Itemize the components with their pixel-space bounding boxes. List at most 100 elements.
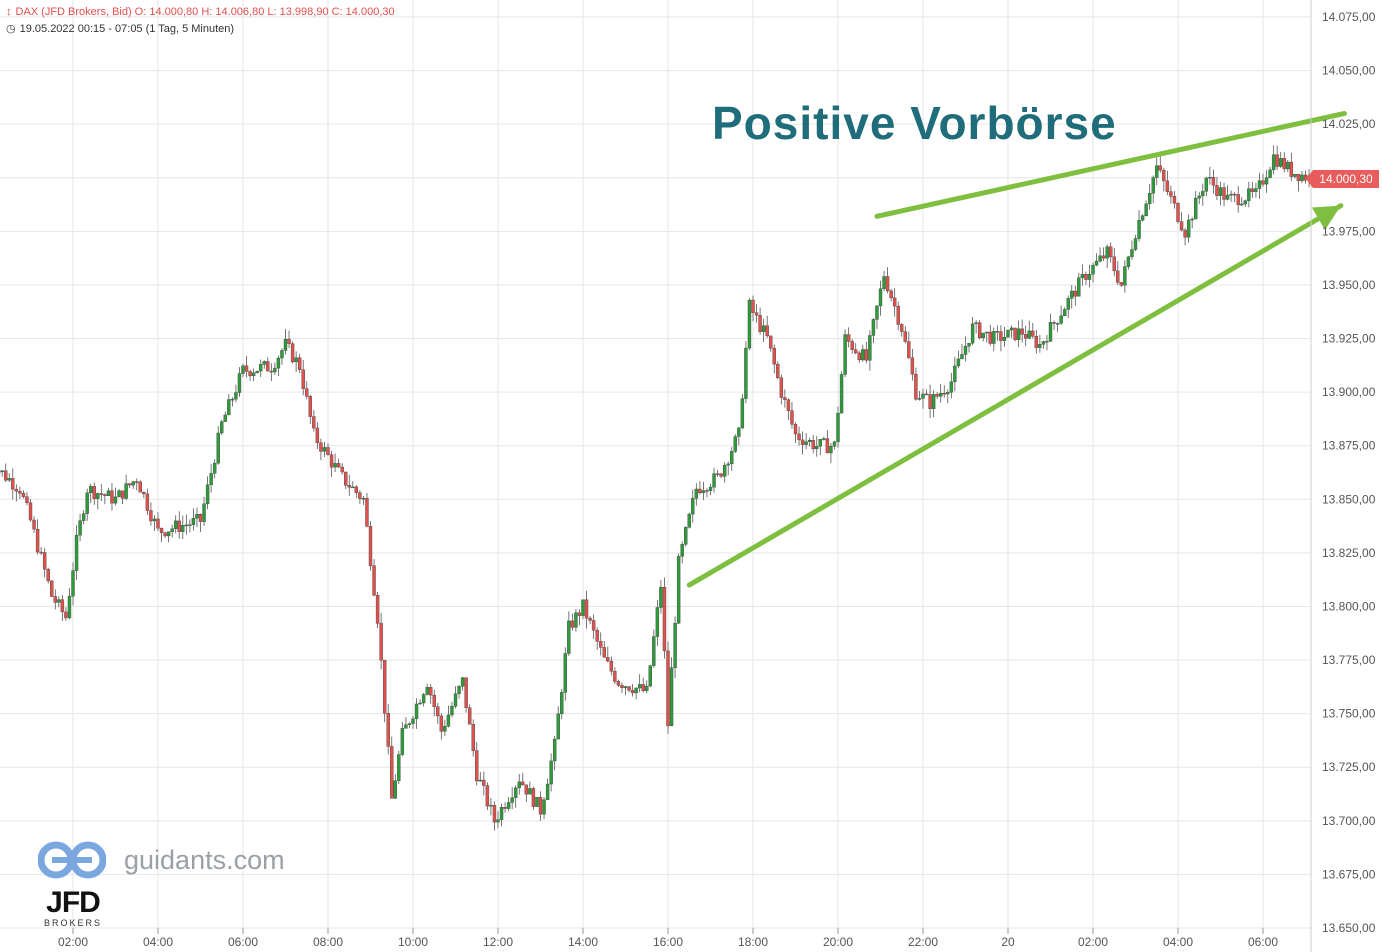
candle	[1112, 247, 1116, 277]
candle	[1186, 214, 1191, 243]
candle	[358, 490, 362, 505]
candle	[889, 288, 893, 302]
candle	[577, 609, 582, 626]
candle	[659, 580, 663, 614]
candle	[928, 384, 932, 419]
candle	[744, 341, 748, 404]
candle	[308, 394, 312, 425]
candle	[846, 327, 851, 348]
y-tick-label: 13.775,00	[1322, 653, 1376, 667]
candle	[1179, 212, 1184, 232]
candle	[251, 368, 256, 382]
y-tick-label: 13.725,00	[1322, 760, 1376, 774]
candle	[740, 394, 745, 430]
candle	[315, 422, 320, 449]
candle	[453, 686, 458, 709]
candle	[970, 316, 975, 346]
candle	[418, 699, 422, 705]
candle	[198, 513, 203, 533]
candle	[110, 483, 114, 511]
candle	[326, 443, 330, 456]
y-tick-label: 13.925,00	[1322, 332, 1376, 346]
candle	[336, 458, 341, 468]
candle	[14, 484, 19, 502]
candle	[825, 430, 830, 454]
candle	[131, 480, 135, 489]
candle	[489, 797, 493, 816]
candle	[1289, 152, 1294, 182]
candle	[758, 307, 762, 335]
annotation-label: Positive Vorbörse	[712, 97, 1117, 149]
candle	[159, 527, 164, 543]
candle	[684, 526, 688, 547]
candle	[1225, 185, 1230, 201]
candle	[829, 443, 833, 464]
candle	[602, 640, 606, 658]
x-tick-label: 06:00	[1248, 935, 1278, 949]
candle	[751, 295, 755, 322]
candle	[482, 771, 486, 796]
candle	[60, 594, 65, 621]
candle	[368, 521, 373, 571]
candle	[138, 480, 142, 493]
trendline-upper	[874, 110, 1347, 219]
candle	[627, 685, 631, 693]
ohlc-text: DAX (JFD Brokers, Bid) O: 14.000,80 H: 1…	[15, 6, 395, 18]
guidants-logo-text: guidants.com	[124, 844, 285, 875]
candle	[266, 357, 270, 372]
candle	[931, 390, 936, 418]
candle	[464, 677, 468, 713]
trendline-arrowhead	[1311, 205, 1341, 230]
candle	[765, 315, 769, 338]
trendlines-layer	[686, 110, 1347, 588]
candle	[1098, 247, 1102, 263]
candle	[521, 772, 525, 786]
y-tick-label: 13.850,00	[1322, 492, 1376, 506]
candle	[135, 478, 139, 491]
candle	[92, 482, 96, 505]
candle	[174, 515, 178, 534]
candle	[917, 391, 922, 401]
candle	[1190, 217, 1194, 229]
candle	[1232, 192, 1237, 203]
candle	[669, 657, 674, 727]
candle	[305, 381, 309, 400]
candle	[1201, 183, 1205, 206]
candle	[340, 463, 344, 475]
y-tick-label: 13.750,00	[1322, 707, 1376, 721]
candle	[241, 363, 245, 378]
candle	[1059, 305, 1063, 325]
candle	[924, 389, 929, 396]
candle	[1002, 327, 1007, 347]
candle	[581, 599, 585, 619]
candle	[981, 332, 985, 342]
candle	[599, 632, 603, 656]
candle	[960, 343, 964, 360]
candle	[882, 270, 886, 292]
candle	[297, 353, 302, 374]
candle	[999, 325, 1003, 352]
candle	[223, 411, 227, 422]
candle	[652, 629, 656, 668]
candle	[584, 590, 589, 629]
candle	[74, 525, 79, 580]
candle	[942, 385, 946, 398]
candle	[365, 492, 369, 528]
candle	[18, 486, 22, 500]
y-tick-label: 14.025,00	[1322, 117, 1376, 131]
y-tick-label: 13.700,00	[1322, 814, 1376, 828]
candle	[1126, 256, 1131, 270]
candle	[1027, 320, 1031, 340]
candle	[1119, 282, 1124, 288]
candle	[50, 579, 54, 598]
candle	[149, 502, 153, 526]
candle	[1070, 285, 1074, 309]
candle	[800, 431, 805, 455]
candle	[687, 512, 691, 529]
candle	[1133, 234, 1138, 252]
candle	[910, 348, 915, 381]
candle	[209, 463, 213, 493]
candle	[946, 389, 950, 404]
candle	[1062, 307, 1067, 316]
